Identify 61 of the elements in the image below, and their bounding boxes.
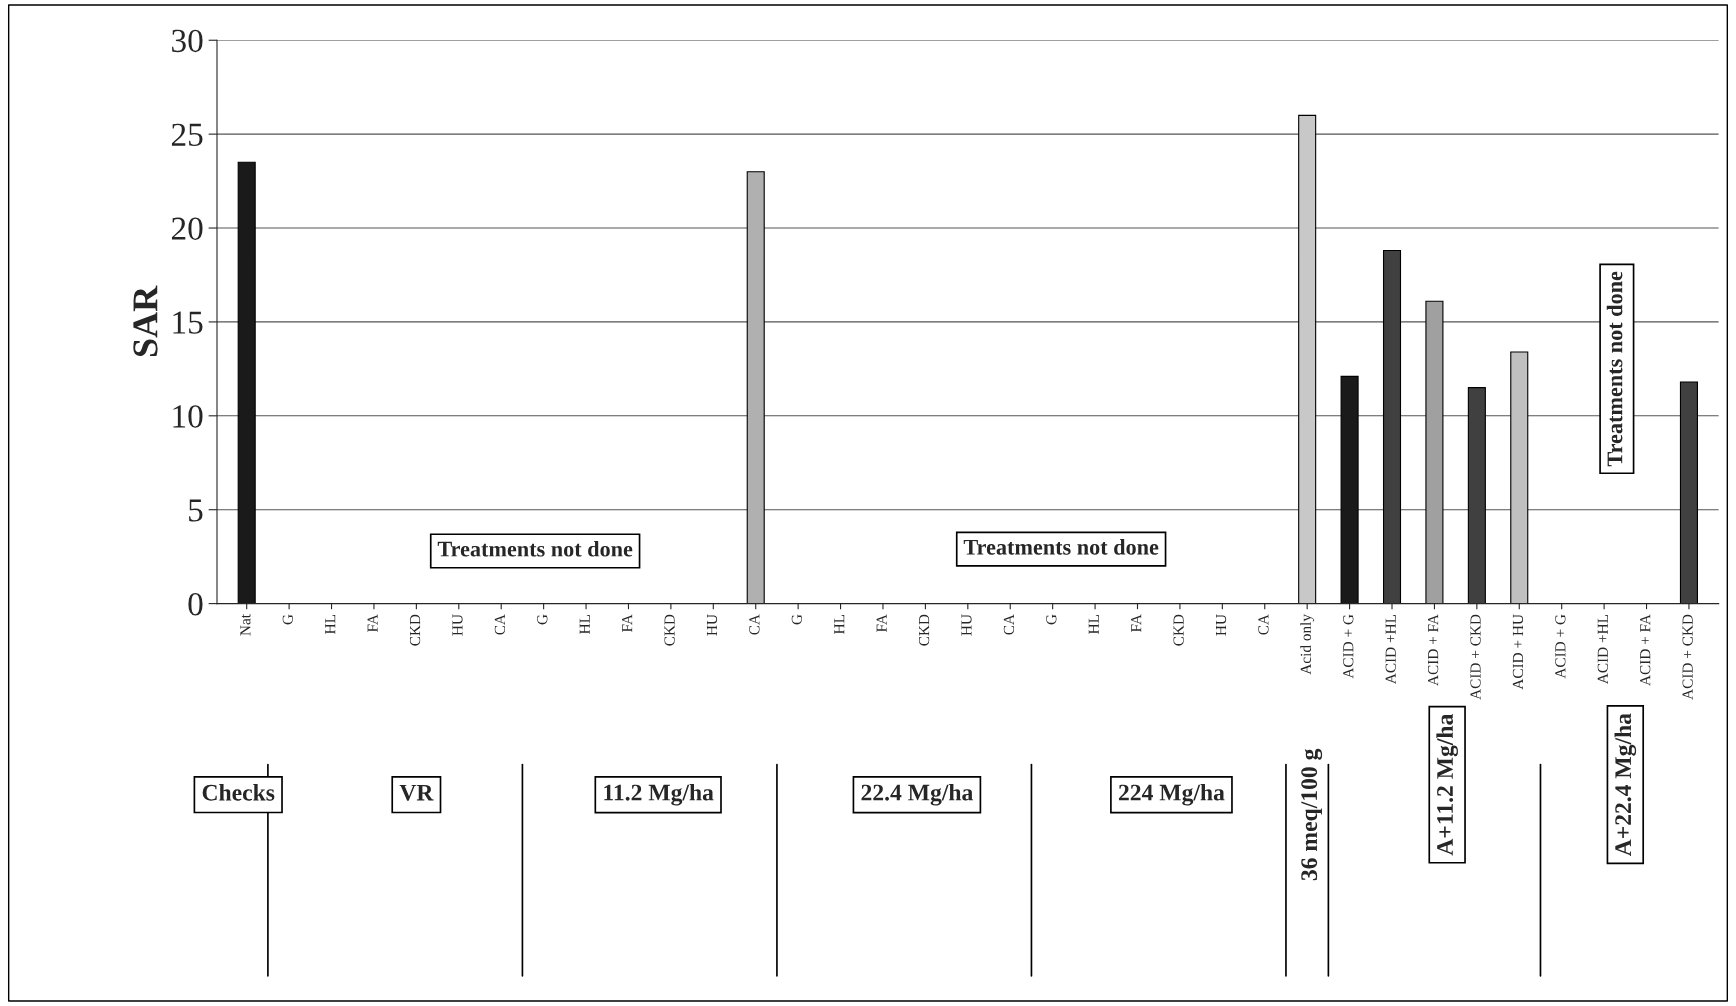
x-tick-label: CKD bbox=[664, 614, 675, 646]
x-tick-label: CKD bbox=[1173, 614, 1184, 646]
x-tick-label: ACID + FA bbox=[1427, 614, 1439, 686]
x-tick-label: G bbox=[537, 614, 548, 625]
x-tick-label: ACID + CKD bbox=[1682, 614, 1693, 700]
annotation: Treatments not done bbox=[1606, 271, 1623, 467]
x-tick-label: HL bbox=[834, 614, 845, 634]
x-tick-label: FA bbox=[876, 614, 887, 632]
x-tick-label: G bbox=[791, 614, 802, 625]
y-tick-label: 25 bbox=[171, 123, 203, 147]
y-tick-label: 20 bbox=[171, 217, 203, 240]
x-tick-label: G bbox=[282, 614, 293, 625]
x-tick-label: ACID + G bbox=[1555, 614, 1566, 679]
bar bbox=[1679, 381, 1698, 604]
x-tick-label: ACID +HL bbox=[1597, 614, 1608, 685]
x-tick-label: FA bbox=[622, 614, 633, 632]
text: Checks bbox=[202, 784, 275, 801]
text: 36 meq/100 g bbox=[1301, 748, 1323, 881]
x-tick-label: HL bbox=[325, 614, 336, 634]
x-tick-label: HL bbox=[1088, 614, 1099, 634]
y-tick-label: 0 bbox=[188, 593, 203, 616]
x-tick-label: ACID + CKD bbox=[1470, 614, 1481, 700]
x-tick-label: ACID +HL bbox=[1385, 614, 1396, 685]
text: 22.4 Mg/ha bbox=[861, 783, 973, 806]
bar bbox=[1467, 387, 1486, 604]
x-tick-label: Nat bbox=[240, 614, 251, 636]
annotation: Treatments not done bbox=[437, 540, 633, 557]
x-tick-label: HL bbox=[579, 614, 590, 634]
x-tick-label: CA bbox=[749, 614, 760, 635]
text: 224 Mg/ha bbox=[1118, 783, 1225, 806]
annotation: Treatments not done bbox=[963, 539, 1159, 555]
x-tick-label: FA bbox=[367, 614, 378, 632]
x-tick-label: Acid only bbox=[1300, 614, 1315, 675]
x-tick-label: CA bbox=[1003, 614, 1015, 635]
text: A+11.2 Mg/ha bbox=[1436, 714, 1458, 856]
bar bbox=[1425, 300, 1444, 604]
bar bbox=[1298, 114, 1317, 604]
x-tick-label: HU bbox=[1216, 614, 1227, 636]
bar bbox=[1382, 250, 1402, 604]
text: VR bbox=[399, 784, 434, 801]
y-axis-title: SAR bbox=[133, 285, 158, 357]
bar bbox=[746, 171, 765, 604]
x-tick-label: CA bbox=[494, 614, 506, 635]
x-tick-label: ACID + G bbox=[1343, 614, 1354, 679]
y-tick-label: 5 bbox=[189, 499, 203, 522]
x-tick-label: G bbox=[1046, 614, 1057, 625]
x-tick-label: ACID + HU bbox=[1512, 614, 1524, 690]
y-tick-label: 15 bbox=[173, 311, 203, 334]
x-tick-label: CA bbox=[1258, 614, 1269, 635]
x-tick-label: CKD bbox=[409, 614, 421, 646]
x-tick-label: HU bbox=[706, 614, 718, 636]
x-tick-label: CKD bbox=[918, 614, 930, 646]
y-tick-label: 10 bbox=[173, 405, 203, 428]
x-tick-label: HU bbox=[452, 614, 463, 636]
text: A+22.4 Mg/ha bbox=[1614, 713, 1637, 857]
y-tick-label: 30 bbox=[172, 29, 203, 53]
x-tick-label: FA bbox=[1131, 614, 1142, 632]
x-tick-label: ACID + FA bbox=[1640, 614, 1651, 686]
x-tick-label: HU bbox=[961, 614, 972, 636]
text: 11.2 Mg/ha bbox=[604, 783, 714, 806]
bar bbox=[1510, 351, 1529, 604]
